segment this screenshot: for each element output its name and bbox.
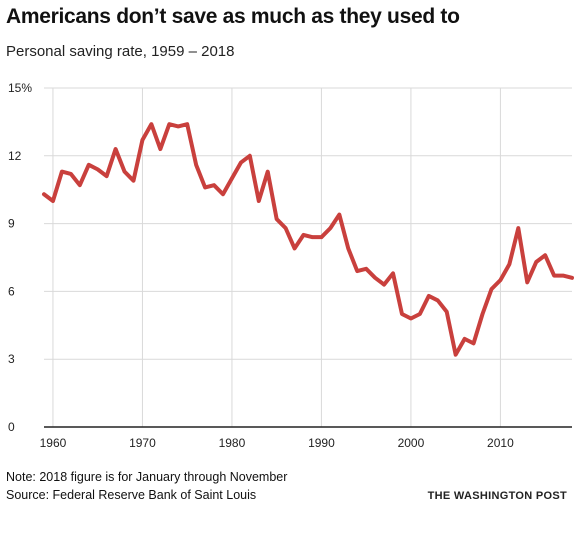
data-point [319,235,323,239]
data-point [543,253,547,257]
data-point [123,170,127,174]
data-point [570,276,574,280]
data-points [42,122,574,357]
data-point [328,226,332,230]
data-point [96,167,100,171]
data-point [364,267,368,271]
data-point [69,172,73,176]
data-point [185,122,189,126]
y-tick-label: 3 [8,352,15,366]
data-point [167,122,171,126]
y-tick-label: 9 [8,217,15,231]
data-point [51,199,55,203]
data-point [230,176,234,180]
data-point [382,283,386,287]
x-tick-label: 2000 [398,436,425,450]
data-point [507,262,511,266]
data-point [284,226,288,230]
data-point [355,269,359,273]
data-point [346,246,350,250]
chart-subtitle: Personal saving rate, 1959 – 2018 [6,43,235,60]
data-point [131,179,135,183]
chart-note: Note: 2018 figure is for January through… [6,470,288,484]
publisher-credit: THE WASHINGTON POST [427,490,567,502]
data-point [552,274,556,278]
data-point [114,147,118,151]
data-point [176,124,180,128]
data-point [87,163,91,167]
data-point [105,174,109,178]
y-tick-label: 0 [8,420,15,434]
data-point [221,192,225,196]
x-tick-label: 2010 [487,436,514,450]
line-chart: 0 3 6 9 12 15% 1960 1970 1980 1990 2000 2010 [8,81,574,450]
data-point [337,213,341,217]
data-point [248,154,252,158]
chart-title: Americans don’t save as much as they use… [6,5,460,28]
data-point [463,337,467,341]
data-point [436,298,440,302]
data-point [409,317,413,321]
x-tick-label: 1980 [219,436,246,450]
y-tick-label: 15% [8,81,32,95]
data-point [266,170,270,174]
data-point [275,217,279,221]
x-axis: 1960 1970 1980 1990 2000 2010 [40,436,514,450]
data-point [472,341,476,345]
data-point [427,294,431,298]
data-point [212,183,216,187]
data-point [481,312,485,316]
data-point [534,260,538,264]
data-point [194,163,198,167]
data-point [203,185,207,189]
data-point [42,192,46,196]
gridlines [44,87,572,428]
data-point [525,280,529,284]
data-point [149,122,153,126]
data-point [78,183,82,187]
data-point [454,353,458,357]
data-point [239,161,243,165]
data-point [391,271,395,275]
saving-rate-line [42,122,574,357]
data-point [140,138,144,142]
data-point [293,246,297,250]
data-point [257,199,261,203]
data-point [516,226,520,230]
y-axis: 0 3 6 9 12 15% [8,81,32,434]
data-point [302,233,306,237]
x-tick-label: 1970 [129,436,156,450]
y-tick-label: 6 [8,284,15,298]
data-point [158,147,162,151]
data-point [445,310,449,314]
data-point [400,312,404,316]
x-tick-label: 1990 [308,436,335,450]
data-point [373,276,377,280]
data-point [561,274,565,278]
data-point [489,287,493,291]
x-tick-label: 1960 [40,436,67,450]
data-point [498,278,502,282]
data-point [418,312,422,316]
data-point [60,170,64,174]
data-point [310,235,314,239]
y-tick-label: 12 [8,149,22,163]
chart-source: Source: Federal Reserve Bank of Saint Lo… [6,488,257,502]
